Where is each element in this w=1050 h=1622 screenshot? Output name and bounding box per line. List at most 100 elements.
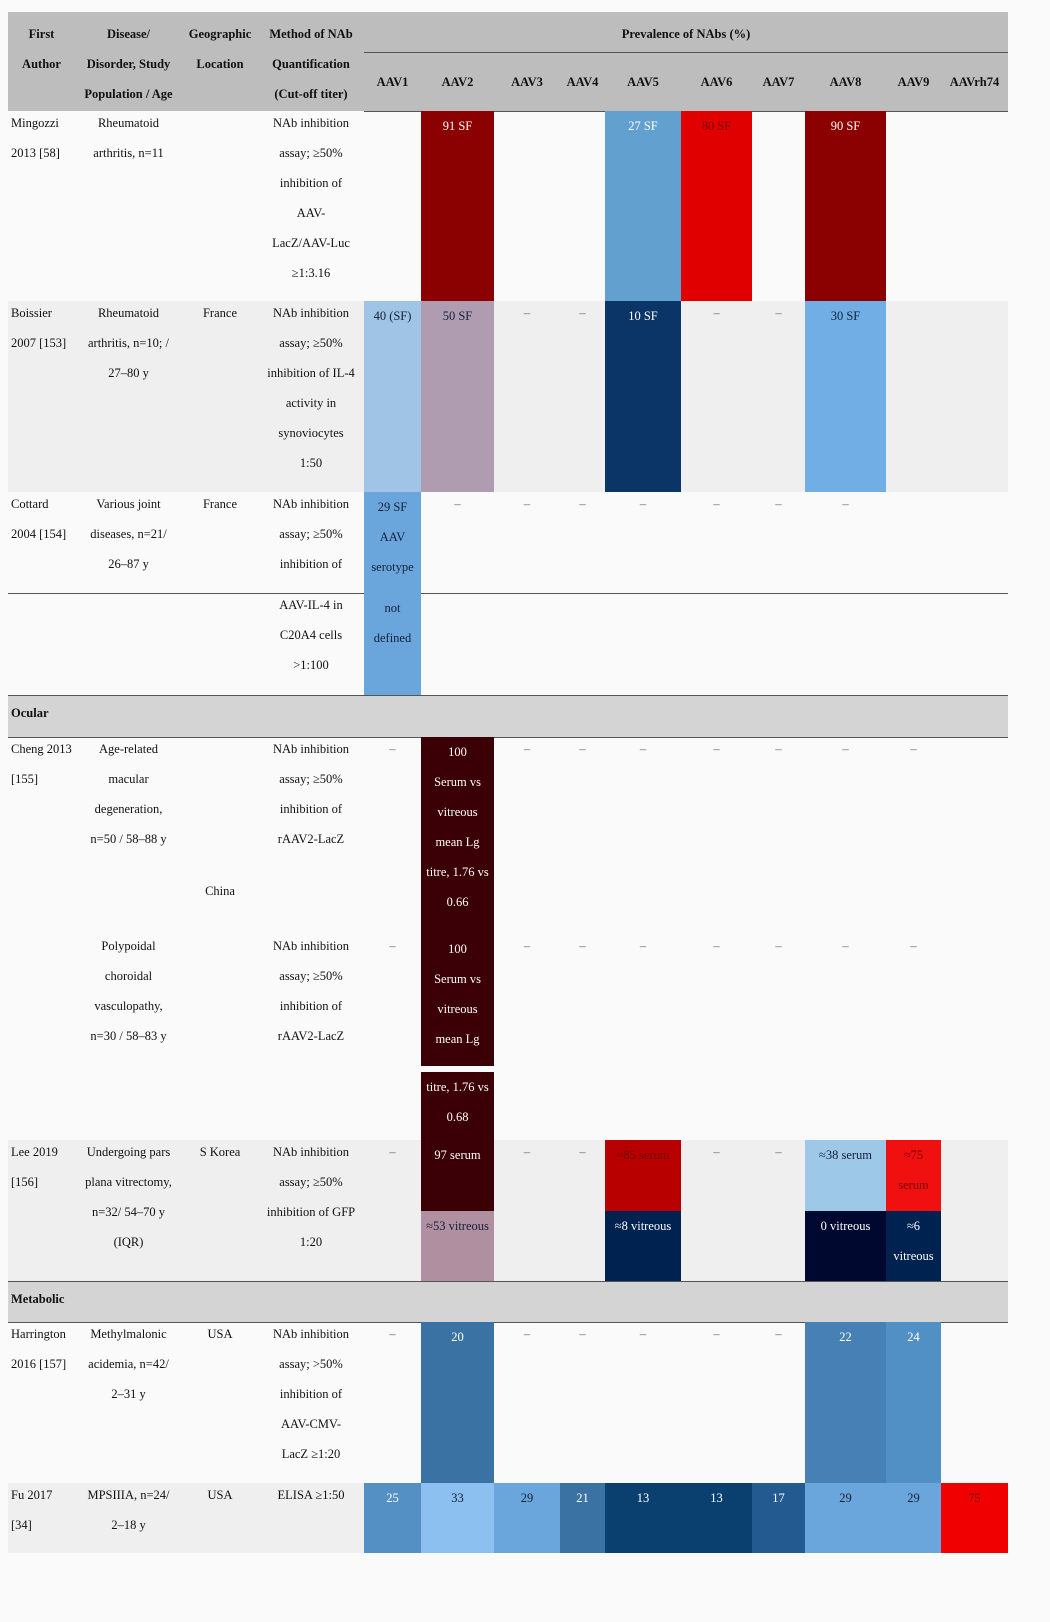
cell-fu-aav6: 13 [681, 1483, 752, 1553]
cell-cheng_pcv-aav1: – [389, 939, 396, 953]
cell-cheng_amd-aav2: 100 Serum vs vitreous mean Lg titre, 1.7… [421, 737, 494, 934]
cell-cottard-aav7: – [775, 497, 782, 511]
cell-cottard-aav5: – [639, 497, 647, 511]
cell-cheng_pcv-aav6: – [713, 939, 720, 953]
column-header-0: First Author [22, 27, 61, 71]
cell-cheng_pcv-aav3: – [523, 939, 531, 953]
row-harrington-location: USA [207, 1327, 233, 1341]
row-fu-method: ELISA ≥1:50 [277, 1488, 345, 1502]
row-cheng_amd-method: NAb inhibition assay; ≥50% inhibition of… [272, 742, 350, 846]
cell-harrington-aav4: – [579, 1327, 586, 1341]
cell-lee_vitreous-aav5: ≈8 vitreous [605, 1211, 681, 1281]
cell-lee_serum-aav1: – [389, 1145, 396, 1159]
column-header-aav3: AAV3 [511, 75, 543, 89]
cell-harrington-aav9: 24 [886, 1322, 941, 1483]
row-cottard-method: NAb inhibition assay; ≥50% inhibition of [272, 497, 350, 571]
column-header-aav2: AAV2 [441, 75, 474, 89]
rule-line [8, 1281, 1008, 1282]
cell-cheng_amd-aav3: – [523, 742, 531, 756]
row-cottard-location: France [202, 497, 237, 511]
cell-boissier-aav3: – [523, 306, 531, 320]
cell-cheng_amd-aav9: – [910, 742, 917, 756]
cell-fu-aav8: 29 [805, 1483, 886, 1553]
cell-lee_vitreous-aav2: ≈53 vitreous [421, 1211, 494, 1281]
cell-cottard_cont-aav1: not defined [364, 593, 421, 695]
cell-boissier-aav2: 50 SF [421, 301, 494, 492]
cell-boissier-aav4: – [579, 306, 586, 320]
cell-cheng_amd-aav4: – [579, 742, 586, 756]
section-label-ocular: Ocular [11, 706, 49, 720]
column-header-aav1: AAV1 [376, 75, 409, 89]
column-header-aav6: AAV6 [700, 75, 733, 89]
cell-boissier-aav8: 30 SF [805, 301, 886, 492]
row-boissier-disease: Rheumatoid arthritis, n=10; / 27–80 y [88, 306, 169, 380]
cell-cheng_amd-aav8: – [842, 742, 849, 756]
column-header-aav9: AAV9 [897, 75, 930, 89]
cell-lee_serum-aav9: ≈75 serum [886, 1140, 941, 1211]
column-header-2: Geographic Location [188, 27, 252, 71]
cell-lee_serum-aav8: ≈38 serum [805, 1140, 886, 1211]
cell-harrington-aav8: 22 [805, 1322, 886, 1483]
row-mingozzi-author: Mingozzi 2013 [58] [11, 116, 60, 160]
cell-boissier-aav1: 40 (SF) [364, 301, 421, 492]
cell-lee_serum-aav4: – [579, 1145, 586, 1159]
cell-lee_serum-aav6: – [713, 1145, 720, 1159]
row-fu-location: USA [207, 1488, 233, 1502]
row-fu-disease: MPSIIIA, n=24/ 2–18 y [87, 1488, 170, 1532]
cell-fu-aav4: 21 [560, 1483, 605, 1553]
cell-harrington-aav2: 20 [421, 1322, 494, 1483]
cell-lee_vitreous-aav8: 0 vitreous [805, 1211, 886, 1281]
row-lee_serum-location: S Korea [199, 1145, 241, 1159]
row-cheng_location-location: China [205, 884, 235, 898]
cell-fu-aav5: 13 [605, 1483, 681, 1553]
cell-boissier-aav5: 10 SF [605, 301, 681, 492]
cell-fu-aav1: 25 [364, 1483, 421, 1553]
cell-cheng_pcv-aav7: – [775, 939, 782, 953]
row-boissier-method: NAb inhibition assay; ≥50% inhibition of… [267, 306, 355, 470]
row-lee_serum-method: NAb inhibition assay; ≥50% inhibition of… [266, 1145, 356, 1249]
column-header-1: Disease/ Disorder, Study Population / Ag… [84, 27, 173, 101]
row-harrington-author: Harrington 2016 [157] [11, 1327, 67, 1371]
row-cottard_cont-method: AAV-IL-4 in C20A4 cells >1:100 [279, 598, 343, 672]
row-harrington-method: NAb inhibition assay; >50% inhibition of… [272, 1327, 350, 1461]
cell-cheng_pcv-aav4: – [579, 939, 586, 953]
row-mingozzi-method: NAb inhibition assay; ≥50% inhibition of… [272, 116, 350, 280]
cell-cheng_pcv-aav5: – [639, 939, 647, 953]
row-boissier-author: Boissier 2007 [153] [11, 306, 67, 350]
column-header-aavrh74: AAVrh74 [949, 75, 1000, 89]
cell-harrington-aav7: – [775, 1327, 782, 1341]
column-header-aav5: AAV5 [627, 75, 659, 89]
section-band-metabolic [8, 1281, 1008, 1322]
rule-line [8, 695, 1008, 696]
cell-lee_serum-aav2: 97 serum [421, 1140, 494, 1211]
cell-mingozzi-aav5: 27 SF [605, 111, 681, 301]
cell-boissier-aav6: – [713, 306, 720, 320]
row-cheng_amd-author: Cheng 2013 [155] [11, 742, 72, 786]
row-cottard-author: Cottard 2004 [154] [11, 497, 67, 541]
cell-cottard-aav4: – [579, 497, 586, 511]
cell-cheng_amd-aav7: – [775, 742, 782, 756]
row-lee_serum-disease: Undergoing pars plana vitrectomy, n=32/ … [85, 1145, 172, 1249]
cell-harrington-aav1: – [389, 1327, 396, 1341]
cell-mingozzi-aav6: 80 SF [681, 111, 752, 301]
column-header-3: Method of NAb Quantification (Cut-off ti… [269, 27, 353, 101]
column-header-aav8: AAV8 [829, 75, 862, 89]
column-header-aav7: AAV7 [762, 75, 795, 89]
row-harrington-disease: Methylmalonic acidemia, n=42/ 2–31 y [88, 1327, 169, 1401]
section-label-metabolic: Metabolic [11, 1292, 65, 1306]
cell-cottard-aav2: – [454, 497, 461, 511]
row-mingozzi-disease: Rheumatoid arthritis, n=11 [93, 116, 164, 160]
rule-line [8, 593, 1008, 594]
cell-cheng_amd-aav6: – [713, 742, 720, 756]
cell-fu-aav3: 29 [494, 1483, 560, 1553]
cell-fu-aavrh74: 75 [941, 1483, 1008, 1553]
rule-line [8, 737, 1008, 738]
row-lee_serum-author: Lee 2019 [156] [11, 1145, 58, 1189]
cell-cottard-aav8: – [842, 497, 849, 511]
row-cheng_amd-disease: Age-related macular degeneration, n=50 /… [90, 742, 167, 846]
row-cheng_pcv-disease: Polypoidal choroidal vasculopathy, n=30 … [90, 939, 167, 1043]
cell-harrington-aav5: – [639, 1327, 647, 1341]
cell-cottard-aav3: – [523, 497, 531, 511]
cell-cottard-aav1: 29 SF AAV serotype [364, 492, 421, 593]
